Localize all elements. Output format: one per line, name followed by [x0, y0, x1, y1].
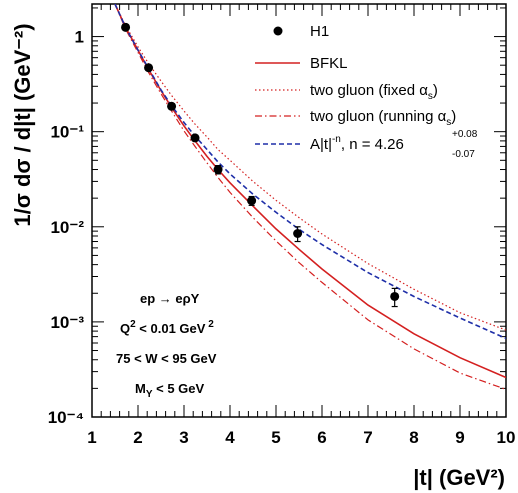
- h1-data-point: [293, 228, 303, 238]
- x-axis-title: |t| (GeV²): [413, 465, 505, 490]
- legend-running-label: two gluon (running αs): [310, 108, 456, 128]
- legend: H1 BFKL two gluon (fixed αs) two gluon (…: [255, 23, 478, 160]
- annotation-w: 75 < W < 95 GeV: [116, 351, 217, 366]
- legend-bfkl-label: BFKL: [310, 55, 348, 72]
- y-axis-title: 1/σ dσ / d|t| (GeV⁻²): [10, 23, 35, 226]
- h1-data-point: [167, 101, 177, 111]
- x-tick-label: 5: [271, 428, 280, 447]
- series-line-two-gluon-running: [114, 4, 506, 390]
- x-tick-label: 2: [133, 428, 142, 447]
- x-tick-label: 1: [87, 428, 96, 447]
- annotation-process: ep → eρY: [140, 291, 200, 306]
- y-tick-label: 10⁻⁴: [48, 408, 84, 427]
- h1-data-point: [144, 63, 154, 73]
- legend-h1-marker: [273, 26, 283, 36]
- legend-h1-label: H1: [310, 23, 329, 40]
- h1-data-point: [390, 291, 400, 301]
- x-tick-label: 3: [179, 428, 188, 447]
- kinematics-annotation: ep → eρY Q2 < 0.01 GeV 2 75 < W < 95 GeV…: [116, 291, 217, 400]
- y-tick-label: 10⁻²: [50, 218, 84, 237]
- y-tick-label: 1: [75, 28, 84, 47]
- h1-data-point: [213, 165, 223, 175]
- x-tick-label: 6: [317, 428, 326, 447]
- x-tick-label: 8: [409, 428, 418, 447]
- legend-fit-label: A|t|-n, n = 4.26: [310, 134, 404, 153]
- legend-fixed-label: two gluon (fixed αs): [310, 82, 438, 102]
- series-line-two-gluon-fixed: [114, 4, 506, 331]
- x-tick-label: 7: [363, 428, 372, 447]
- annotation-q2: Q2 < 0.01 GeV 2: [120, 319, 214, 336]
- x-tick-label: 10: [497, 428, 516, 447]
- h1-data-point: [190, 133, 200, 143]
- x-tick-label: 4: [225, 428, 235, 447]
- h1-data-point: [247, 196, 257, 206]
- annotation-my: MY < 5 GeV: [135, 381, 205, 400]
- y-tick-label: 10⁻³: [50, 313, 84, 332]
- y-tick-label: 10⁻¹: [50, 123, 84, 142]
- legend-fit-error-down: -0.07: [452, 149, 475, 160]
- plot-frame: [91, 3, 507, 418]
- legend-fit-error-up: +0.08: [452, 129, 478, 140]
- x-tick-label: 9: [455, 428, 464, 447]
- h1-data-point: [121, 22, 131, 32]
